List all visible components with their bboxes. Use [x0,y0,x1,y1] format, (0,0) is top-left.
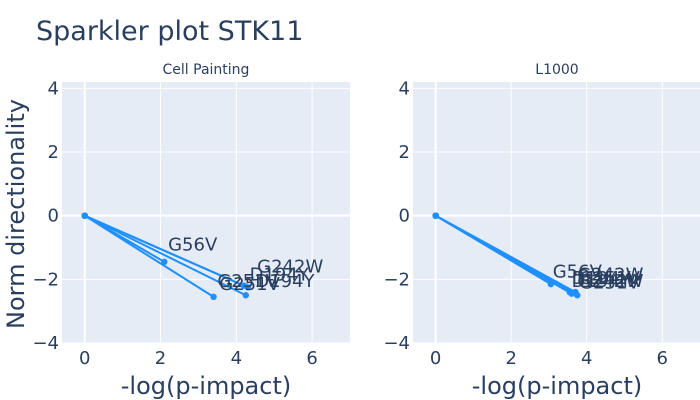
mutation-label: G56V [168,234,218,255]
data-point [240,282,248,289]
y-tick-label: −4 [383,333,410,354]
y-tick-label: −2 [383,269,410,290]
y-tick-label: 2 [48,142,59,163]
y-tick-label: 2 [399,142,410,163]
mutation-label: D194Y [255,271,315,292]
plot-area [413,82,700,343]
y-tick-label: 0 [399,206,410,227]
y-tick-label: −4 [32,333,59,354]
mutation-label: G242W [577,271,643,292]
data-point [161,258,168,266]
x-axis-title: -log(p-impact) [121,372,291,400]
series-line [84,214,215,298]
mutation-label: G251V [579,268,640,289]
series-line [84,214,245,287]
mutation-label: G242W [577,265,643,286]
mutation-label: G251V [217,271,278,292]
subplot-cell-painting: Cell Painting 0 2 4 6 4 2 0 −2 −4 G56V G242WD194YG… [32,62,350,369]
x-tick-label: 0 [430,348,441,369]
mutation-label: D194Y [572,268,632,289]
x-tick-label: 6 [306,348,317,369]
data-point [210,293,217,301]
x-axis-title: -log(p-impact) [472,372,642,400]
mutation-label: D194Y [572,271,632,292]
subplot-title: Cell Painting [163,62,250,78]
y-tick-label: 0 [48,206,59,227]
series-line [84,214,247,297]
data-point [574,292,581,299]
plot-area [62,82,350,343]
x-tick-label: 4 [231,348,242,369]
x-tick-label: 4 [581,348,592,369]
y-tick-label: 4 [399,78,410,99]
mutation-label: G251V [219,274,280,295]
x-tick-label: 0 [79,348,90,369]
mutation-label: G242W [257,257,323,278]
subplot-title: L1000 [535,62,578,78]
chart-title: Sparkler plot STK11 [36,16,303,47]
subplot-l1000: L1000 0 2 4 6 4 2 0 −2 −4 G56VG242WD194YG251VG242… [383,62,700,369]
data-point [432,212,439,219]
series-line [435,214,573,295]
x-tick-label: 2 [505,348,516,369]
mutation-label: G56V [553,261,603,282]
y-tick-label: 4 [48,78,59,99]
data-point [568,290,575,297]
x-tick-label: 6 [657,348,668,369]
mutation-label: D194Y [250,265,310,286]
data-point [81,212,88,219]
x-tick-label: 2 [155,348,166,369]
y-axis-title: Norm directionality [2,99,30,329]
y-tick-label: −2 [32,269,59,290]
mutation-label: G251V [579,273,640,294]
data-point [242,292,249,299]
